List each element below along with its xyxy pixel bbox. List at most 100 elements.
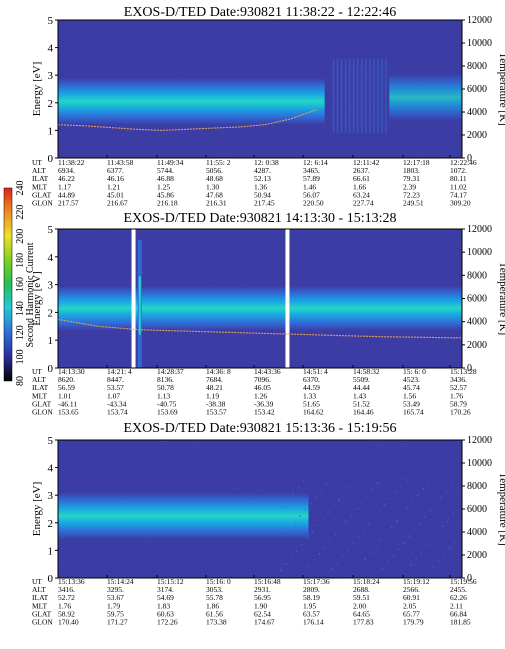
noise-speck bbox=[239, 245, 241, 246]
colorbar-label: Second Harmonic Current bbox=[25, 242, 36, 347]
table-cell: 63.57 bbox=[303, 609, 320, 618]
noise-speck bbox=[111, 65, 113, 66]
noise-speck bbox=[66, 458, 68, 459]
noise-speck bbox=[374, 144, 376, 145]
table-cell: 15:14:24 bbox=[107, 577, 134, 586]
y2-tick-label: 8000 bbox=[467, 270, 487, 281]
noise-dot bbox=[371, 488, 374, 491]
noise-dot bbox=[303, 480, 305, 482]
table-cell: 164.62 bbox=[303, 408, 324, 417]
table-cell: 216.67 bbox=[107, 199, 128, 208]
noise-speck bbox=[280, 564, 282, 565]
noise-speck bbox=[439, 360, 441, 361]
noise-speck bbox=[337, 348, 339, 349]
noise-speck bbox=[353, 473, 355, 474]
table-cell: 1072. bbox=[450, 166, 467, 175]
table-cell: 216.31 bbox=[206, 199, 227, 208]
y-tick-label: 0 bbox=[48, 573, 54, 585]
noise-speck bbox=[422, 154, 424, 155]
table-cell: 45.74 bbox=[403, 383, 420, 392]
data-gap bbox=[285, 229, 290, 368]
noise-dot bbox=[401, 513, 403, 516]
noise-speck bbox=[385, 339, 387, 340]
table-cell: 7096. bbox=[254, 375, 271, 384]
noise-speck bbox=[314, 570, 316, 571]
noise-speck bbox=[202, 482, 204, 483]
noise-speck bbox=[234, 345, 236, 346]
colorbar-tick-label: 120 bbox=[15, 325, 26, 340]
noise-speck bbox=[242, 54, 244, 55]
colorbar: 80 100 120 140 160 180 200 220 240 Second Harmoni… bbox=[3, 181, 36, 386]
noise-streak bbox=[348, 58, 351, 134]
table-cell: 62.54 bbox=[254, 609, 271, 618]
noise-speck bbox=[348, 576, 350, 577]
noise-speck bbox=[364, 74, 366, 75]
noise-dot bbox=[350, 514, 352, 517]
noise-speck bbox=[371, 352, 373, 353]
noise-speck bbox=[200, 341, 202, 342]
y2-tick-label: 8000 bbox=[467, 61, 487, 72]
table-cell: 171.27 bbox=[107, 618, 128, 627]
noise-dot bbox=[433, 566, 435, 569]
colorbar-tick-label: 100 bbox=[15, 349, 26, 364]
table-cell: 181.85 bbox=[450, 618, 471, 627]
noise-speck bbox=[223, 153, 225, 154]
noise-speck bbox=[84, 342, 86, 343]
noise-speck bbox=[262, 56, 264, 57]
noise-dot bbox=[448, 547, 451, 550]
y-tick-label: 3 bbox=[48, 280, 54, 292]
noise-speck bbox=[265, 459, 267, 460]
table-cell: 3465. bbox=[303, 166, 320, 175]
table-cell: 1.66 bbox=[353, 182, 366, 191]
noise-speck bbox=[95, 567, 97, 568]
noise-speck bbox=[324, 502, 326, 503]
table-cell: 60.63 bbox=[157, 609, 174, 618]
noise-speck bbox=[421, 485, 423, 486]
noise-speck bbox=[166, 337, 168, 338]
noise-dot bbox=[345, 520, 347, 523]
noise-dot bbox=[441, 525, 444, 528]
y2-tick-label: 6000 bbox=[467, 294, 487, 305]
table-cell: 6377. bbox=[107, 166, 124, 175]
table-cell: -43.34 bbox=[107, 399, 127, 408]
table-cell: 5056. bbox=[206, 166, 223, 175]
noise-dot bbox=[341, 555, 344, 558]
table-cell: 62.26 bbox=[450, 593, 467, 602]
table-row-label: GLON bbox=[32, 199, 53, 208]
noise-speck bbox=[429, 282, 431, 283]
y2-tick-label: 10000 bbox=[467, 458, 492, 469]
noise-dot bbox=[331, 568, 333, 571]
table-cell: 170.40 bbox=[58, 618, 79, 627]
table-cell: 58.19 bbox=[303, 593, 320, 602]
noise-dot bbox=[390, 526, 393, 528]
noise-dot bbox=[292, 493, 294, 495]
noise-speck bbox=[412, 516, 414, 517]
noise-speck bbox=[408, 150, 410, 151]
noise-speck bbox=[402, 446, 404, 447]
noise-speck bbox=[69, 364, 71, 365]
noise-speck bbox=[134, 470, 136, 471]
noise-dot bbox=[438, 560, 440, 563]
noise-dot bbox=[373, 517, 375, 519]
table-cell: 11:49:34 bbox=[157, 158, 184, 167]
noise-speck bbox=[395, 278, 397, 279]
table-cell: 8136. bbox=[157, 375, 174, 384]
noise-streak bbox=[340, 58, 343, 134]
noise-dot bbox=[318, 553, 321, 555]
noise-dot bbox=[443, 554, 446, 556]
noise-speck bbox=[231, 453, 233, 454]
noise-speck bbox=[106, 30, 108, 31]
noise-dot bbox=[413, 529, 416, 531]
noise-speck bbox=[317, 331, 319, 332]
noise-dot bbox=[366, 495, 368, 497]
noise-speck bbox=[208, 48, 210, 49]
noise-speck bbox=[152, 350, 154, 351]
noise-dot bbox=[280, 569, 282, 572]
noise-speck bbox=[382, 444, 384, 445]
noise-speck bbox=[251, 455, 253, 456]
noise-speck bbox=[446, 522, 448, 523]
noise-dot bbox=[427, 481, 430, 483]
y-tick-label: 4 bbox=[48, 252, 54, 264]
noise-burst-core bbox=[138, 276, 141, 335]
table-cell: 58.79 bbox=[450, 399, 467, 408]
